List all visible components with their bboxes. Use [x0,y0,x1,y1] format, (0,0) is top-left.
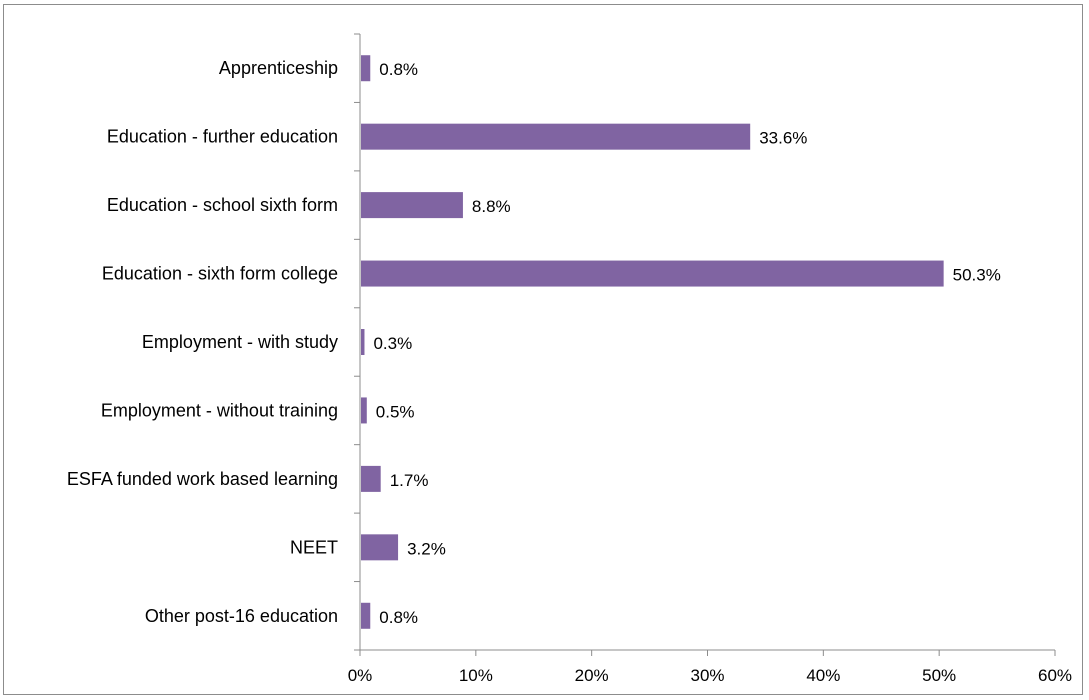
data-label: 33.6% [759,129,807,148]
bar [361,55,371,82]
category-label: Education - sixth form college [102,264,338,284]
x-tick-label: 10% [459,666,493,685]
data-label: 1.7% [390,471,429,490]
category-label: ESFA funded work based learning [67,469,338,489]
bar [361,397,367,424]
data-label: 0.8% [379,60,418,79]
bar [361,534,399,561]
category-label: Education - school sixth form [107,195,338,215]
x-tick-label: 0% [348,666,373,685]
data-label: 0.8% [379,608,418,627]
category-label: Education - further education [107,127,338,147]
category-label: Other post-16 education [145,606,338,626]
x-tick-label: 50% [922,666,956,685]
category-label: NEET [290,537,338,557]
x-tick-label: 20% [575,666,609,685]
bar [361,602,371,629]
data-label: 50.3% [953,266,1001,285]
bar [361,192,463,219]
category-label: Employment - without training [101,400,338,420]
bar [361,123,751,150]
x-tick-label: 30% [690,666,724,685]
bar [361,329,365,355]
bar [361,465,381,492]
chart-frame [3,4,1083,695]
category-label: Apprenticeship [219,58,338,78]
data-label: 0.3% [373,334,412,353]
bar [361,260,944,287]
data-label: 0.5% [376,402,415,421]
x-tick-label: 60% [1038,666,1072,685]
data-label: 8.8% [472,197,511,216]
category-label: Employment - with study [142,332,338,352]
x-tick-label: 40% [806,666,840,685]
data-label: 3.2% [407,539,446,558]
